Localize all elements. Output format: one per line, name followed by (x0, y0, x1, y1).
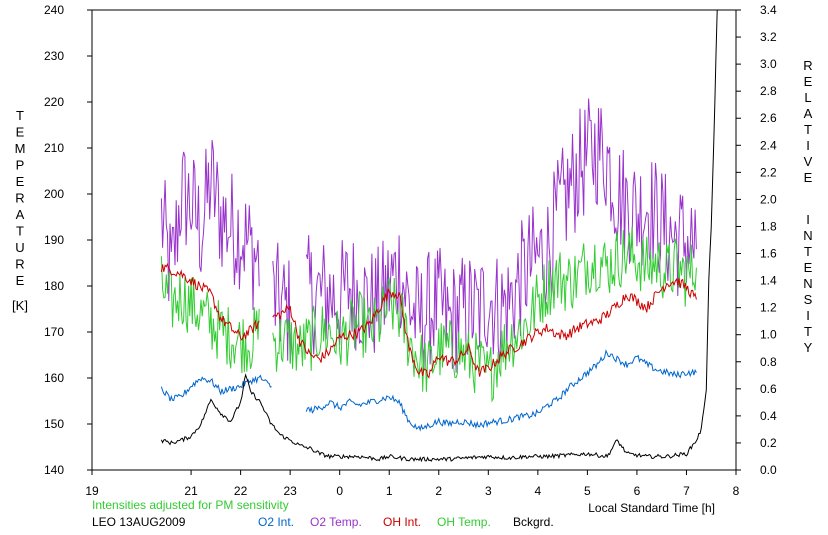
y-tick-label: 160 (44, 371, 64, 385)
y-tick-label: 200 (44, 187, 64, 201)
legend-oh-temp: OH Temp. (437, 515, 491, 529)
x-tick-label: 2 (435, 484, 442, 498)
right-axis-title-letter: R (803, 58, 812, 73)
right-axis-title-letter: S (804, 292, 813, 307)
right-axis-title-letter: N (803, 276, 812, 291)
y2-tick-label: 0.2 (760, 436, 777, 450)
left-axis-title-letter: T (16, 224, 24, 239)
x-tick-label: 0 (336, 484, 343, 498)
series-line-oh-int (160, 262, 697, 379)
x-tick-label: 7 (683, 484, 690, 498)
right-axis-title-letter: I (806, 308, 810, 323)
station-date-label: LEO 13AUG2009 (92, 515, 186, 529)
y2-tick-label: 3.4 (760, 3, 777, 17)
right-axis-title-letter: T (804, 244, 812, 259)
left-axis-title-letter: R (15, 191, 24, 206)
y2-tick-label: 1.2 (760, 301, 777, 315)
legend-oh-int: OH Int. (383, 515, 421, 529)
right-axis-title-letter: A (804, 106, 813, 121)
x-tick-label: 23 (283, 484, 297, 498)
axis-layer: 19 21 22 23 0 1 2 3 4 5 6 7 814015016017018019020021… (44, 3, 777, 498)
right-axis-title-letter: N (803, 228, 812, 243)
series-line-o2-int (160, 349, 697, 432)
x-tick-label: 1 (386, 484, 393, 498)
right-axis-title-letter: I (806, 138, 810, 153)
right-axis-title-letter: Y (804, 340, 813, 355)
y-tick-label: 150 (44, 417, 64, 431)
series-line-oh-temp (160, 226, 697, 403)
y2-tick-label: 2.2 (760, 165, 777, 179)
x-tick-label: 4 (535, 484, 542, 498)
x-tick-label: 8 (733, 484, 740, 498)
y-tick-label: 230 (44, 49, 64, 63)
y2-tick-label: 0.4 (760, 409, 777, 423)
pm-sensitivity-note: Intensities adjusted for PM sensitivity (92, 498, 289, 512)
right-axis-title-letter: T (804, 122, 812, 137)
y-tick-label: 180 (44, 279, 64, 293)
series-line-bckgrd (160, 9, 718, 463)
y2-tick-label: 1.8 (760, 219, 777, 233)
x-tick-label: 22 (234, 484, 248, 498)
y2-tick-label: 2.4 (760, 138, 777, 152)
x-tick-label: 6 (634, 484, 641, 498)
y-tick-label: 140 (44, 463, 64, 477)
x-axis-label: Local Standard Time [h] (588, 501, 715, 515)
y2-tick-label: 3.2 (760, 30, 777, 44)
left-axis-title-letter: P (16, 158, 25, 173)
right-axis-title-letter: I (806, 212, 810, 227)
left-axis-title-letter: E (16, 273, 25, 288)
y2-tick-label: 1.4 (760, 274, 777, 288)
y-tick-label: 210 (44, 141, 64, 155)
x-tick-label: 21 (184, 484, 198, 498)
right-axis-title-letter: V (804, 154, 813, 169)
y2-tick-label: 3.0 (760, 57, 777, 71)
left-axis-title-letter: T (16, 108, 24, 123)
x-tick-label: 5 (584, 484, 591, 498)
right-axis-title-letter: E (804, 74, 813, 89)
left-axis-title-letter: R (15, 257, 24, 272)
right-axis-title-letter: T (804, 324, 812, 339)
y-tick-label: 170 (44, 325, 64, 339)
y2-tick-label: 1.6 (760, 247, 777, 261)
y2-tick-label: 2.8 (760, 84, 777, 98)
y2-tick-label: 0.0 (760, 463, 777, 477)
y2-tick-label: 2.6 (760, 111, 777, 125)
right-axis-title-letter: L (804, 90, 811, 105)
left-axis-title-letter: U (15, 240, 24, 255)
x-tick-label: 19 (85, 484, 99, 498)
legend-o2-int: O2 Int. (258, 515, 294, 529)
x-tick-label: 3 (485, 484, 492, 498)
y2-tick-label: 1.0 (760, 328, 777, 342)
series-layer (160, 9, 718, 463)
left-axis-title-letter: E (16, 174, 25, 189)
left-axis-title-letter: M (15, 141, 26, 156)
y-tick-label: 240 (44, 3, 64, 17)
right-axis-title-letter: E (804, 170, 813, 185)
left-axis-title-letter: A (16, 207, 25, 222)
legend-o2-temp: O2 Temp. (310, 515, 362, 529)
y2-tick-label: 0.6 (760, 382, 777, 396)
right-axis-title-letter: E (804, 260, 813, 275)
left-axis-title-letter: E (16, 125, 25, 140)
legend-bckgrd: Bckgrd. (513, 515, 554, 529)
left-axis-unit: [K] (12, 298, 28, 313)
y-tick-label: 220 (44, 95, 64, 109)
y2-tick-label: 0.8 (760, 355, 777, 369)
y-tick-label: 190 (44, 233, 64, 247)
y2-tick-label: 2.0 (760, 192, 777, 206)
